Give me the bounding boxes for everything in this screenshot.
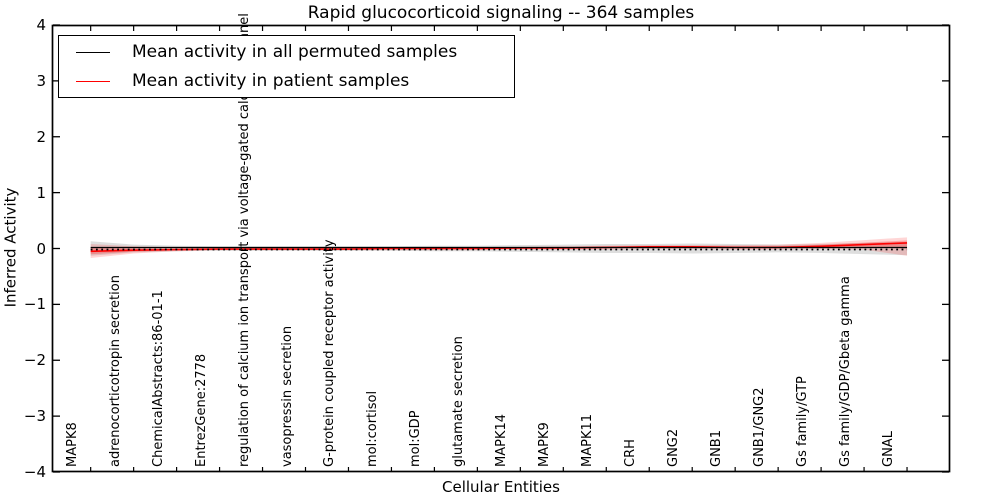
- y-tick-label: 3: [36, 71, 46, 90]
- x-category-label: vasopressin secretion: [279, 325, 295, 467]
- y-tick-label: 1: [36, 183, 46, 202]
- legend-label-patient: Mean activity in patient samples: [132, 71, 410, 91]
- y-tick-label: 4: [36, 16, 46, 34]
- x-category-label: MAPK8: [64, 422, 80, 467]
- x-category-label: Gs family/GTP: [795, 376, 811, 467]
- x-category-label: adrenocorticotropin secretion: [107, 275, 123, 467]
- x-category-label: MAPK11: [580, 413, 596, 467]
- legend: Mean activity in all permuted samples Me…: [58, 35, 515, 98]
- x-category-label: CRH: [623, 439, 639, 467]
- plot-border: [51, 24, 951, 473]
- y-tick-label: −2: [23, 351, 46, 370]
- x-category-label: EntrezGene:2778: [193, 353, 209, 467]
- y-tick-label: −4: [23, 463, 46, 481]
- y-tick-label: 0: [36, 239, 46, 258]
- x-category-label: GNG2: [666, 428, 682, 467]
- x-category-label: GNB1/GNG2: [752, 387, 768, 467]
- x-category-label: Gs family/GDP/Gbeta gamma: [838, 276, 854, 467]
- y-tick-label: −1: [23, 295, 46, 314]
- chart-title: Rapid glucocorticoid signaling -- 364 sa…: [307, 3, 695, 23]
- y-tick-label: −3: [23, 407, 46, 426]
- x-category-label: ChemicalAbstracts:86-01-1: [150, 290, 166, 467]
- x-category-label: GNAL: [881, 431, 897, 467]
- x-category-label: G-protein coupled receptor activity: [322, 239, 338, 467]
- legend-entry-permuted: Mean activity in all permuted samples: [59, 39, 514, 65]
- legend-entry-patient: Mean activity in patient samples: [59, 68, 514, 94]
- x-category-label: GNB1: [709, 430, 725, 467]
- x-category-label: glutamate secretion: [451, 336, 467, 467]
- x-category-label: mol:GDP: [408, 410, 424, 467]
- x-axis-label: Cellular Entities: [442, 478, 560, 496]
- legend-line-permuted-icon: [76, 51, 110, 53]
- legend-label-permuted: Mean activity in all permuted samples: [132, 42, 458, 62]
- x-category-label: MAPK14: [494, 413, 510, 467]
- legend-line-patient-icon: [76, 80, 110, 82]
- x-category-label: MAPK9: [537, 422, 553, 467]
- x-category-label: mol:cortisol: [365, 390, 381, 467]
- y-tick-label: 2: [36, 127, 46, 146]
